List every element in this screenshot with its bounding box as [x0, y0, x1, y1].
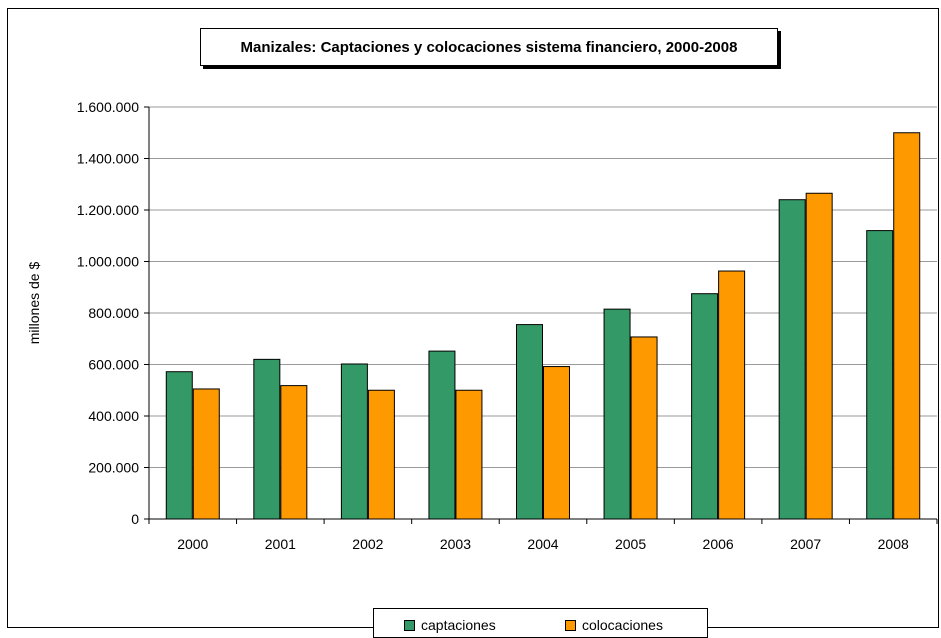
- bar-chart: 0 200.000 400.000 600.000 800.000 1.000.000 1.…: [77, 99, 938, 552]
- chart-title: Manizales: Captaciones y colocaciones si…: [240, 38, 738, 56]
- legend-swatch-captaciones: [404, 619, 415, 631]
- bar-colocaciones-2007: [805, 192, 833, 520]
- bar-colocaciones-2002: [367, 389, 395, 520]
- y-tick-label: 400.000: [88, 408, 139, 424]
- legend: captaciones colocaciones: [373, 608, 708, 638]
- x-tick-label: 2003: [440, 536, 471, 552]
- x-tick-label: 2004: [527, 536, 558, 552]
- bar-captaciones-2005: [603, 308, 631, 520]
- x-tick-label: 2007: [790, 536, 821, 552]
- bar-captaciones-2000: [165, 371, 193, 520]
- bar-colocaciones-2000: [192, 388, 220, 520]
- bar-captaciones-2007: [778, 199, 806, 520]
- bar-colocaciones-2008: [893, 132, 921, 520]
- x-tick-label: 2001: [265, 536, 296, 552]
- y-tick-label: 1.400.000: [77, 151, 139, 167]
- bar-captaciones-2006: [691, 293, 719, 520]
- y-tick-label: 1.600.000: [77, 99, 139, 115]
- x-tick-label: 2005: [615, 536, 646, 552]
- y-tick-label: 600.000: [88, 357, 139, 373]
- bar-colocaciones-2005: [630, 336, 658, 520]
- chart-title-box: Manizales: Captaciones y colocaciones si…: [200, 28, 778, 66]
- bar-captaciones-2008: [866, 230, 894, 520]
- legend-item-captaciones: captaciones: [404, 617, 496, 633]
- legend-item-colocaciones: colocaciones: [565, 617, 663, 633]
- bar-colocaciones-2003: [455, 389, 483, 520]
- x-tick-label: 2000: [177, 536, 208, 552]
- x-tick-label: 2008: [878, 536, 909, 552]
- bar-colocaciones-2001: [280, 385, 308, 520]
- legend-swatch-colocaciones: [565, 619, 576, 631]
- y-tick-label: 200.000: [88, 460, 139, 476]
- legend-label-colocaciones: colocaciones: [582, 617, 663, 633]
- bar-captaciones-2004: [516, 324, 543, 520]
- x-tick-label: 2006: [703, 536, 734, 552]
- y-tick-label: 800.000: [88, 305, 139, 321]
- y-tick-label: 1.200.000: [77, 202, 139, 218]
- y-tick-label: 0: [131, 511, 139, 527]
- bar-captaciones-2001: [253, 358, 281, 520]
- x-tick-label: 2002: [352, 536, 383, 552]
- legend-label-captaciones: captaciones: [421, 617, 496, 633]
- y-tick-label: 1.000.000: [77, 254, 139, 270]
- bar-captaciones-2003: [428, 350, 456, 520]
- bar-colocaciones-2004: [543, 366, 570, 520]
- bar-captaciones-2002: [340, 363, 368, 520]
- bar-colocaciones-2006: [718, 270, 746, 520]
